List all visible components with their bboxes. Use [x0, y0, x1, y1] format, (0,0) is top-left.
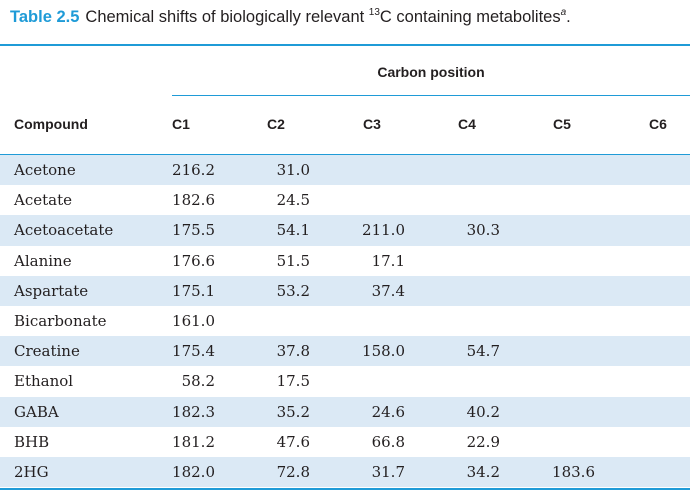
cell-c2: 72.8	[276, 462, 310, 481]
cell-c2: 54.1	[276, 221, 310, 240]
column-header-c3: C3	[363, 116, 381, 132]
cell-c1: 175.4	[172, 342, 215, 361]
cell-c3: 66.8	[371, 432, 405, 451]
cell-c2: 51.5	[276, 251, 310, 270]
caption-text: Chemical shifts of biologically relevant	[85, 8, 369, 26]
table-top-rule	[0, 44, 690, 46]
compound-name: Acetone	[14, 161, 76, 179]
header-bottom-rule	[0, 154, 690, 155]
table-header: Carbon position Compound C1 C2 C3 C4 C5 …	[0, 46, 690, 156]
cell-c3: 24.6	[371, 402, 405, 421]
cell-c2: 17.5	[276, 372, 310, 391]
table-row: BHB 181.2 47.6 66.8 22.9	[0, 427, 690, 457]
cell-c3: 211.0	[362, 221, 405, 240]
cell-c1: 216.2	[172, 161, 215, 179]
table-row: Aspartate 175.1 53.2 37.4	[0, 275, 690, 306]
compound-name: Alanine	[14, 251, 72, 270]
compound-column-header: Compound	[14, 116, 88, 132]
cell-c4: 40.2	[466, 402, 500, 421]
compound-name: Creatine	[14, 342, 80, 361]
cell-c2: 35.2	[276, 402, 310, 421]
table-bottom-rule	[0, 488, 690, 490]
cell-c1: 182.6	[172, 191, 215, 210]
table-row: Bicarbonate 161.0	[0, 306, 690, 336]
cell-c1: 175.5	[172, 221, 215, 240]
cell-c3: 37.4	[371, 281, 405, 300]
table-row: Acetone 216.2 31.0	[0, 155, 690, 186]
compound-name: Aspartate	[14, 281, 89, 300]
compound-name: Bicarbonate	[14, 311, 107, 330]
table-row: Creatine 175.4 37.8 158.0 54.7	[0, 336, 690, 367]
cell-c1: 176.6	[172, 251, 215, 270]
table-row: 2HG 182.0 72.8 31.7 34.2 183.6	[0, 456, 690, 488]
table-row: Ethanol 58.2 17.5	[0, 366, 690, 396]
cell-c2: 31.0	[276, 161, 310, 179]
cell-c3: 31.7	[371, 462, 405, 481]
column-header-c5: C5	[553, 116, 571, 132]
cell-c2: 47.6	[276, 432, 310, 451]
cell-c1: 181.2	[172, 432, 215, 451]
cell-c2: 53.2	[276, 281, 310, 300]
caption-text-end: C containing metabolites	[379, 8, 561, 26]
cell-c2: 37.8	[276, 342, 310, 361]
cell-c1: 182.0	[172, 462, 215, 481]
compound-name: BHB	[14, 432, 50, 451]
compound-name: Ethanol	[14, 372, 74, 391]
cell-c1: 182.3	[172, 402, 215, 421]
compound-name: Acetoacetate	[14, 221, 114, 240]
spanner-rule	[172, 95, 690, 96]
table-row: Acetoacetate 175.5 54.1 211.0 30.3	[0, 215, 690, 246]
cell-c2: 24.5	[276, 191, 310, 210]
table-label: Table 2.5	[10, 8, 80, 26]
caption-period: .	[566, 8, 571, 26]
cell-c3: 17.1	[371, 251, 405, 270]
cell-c4: 54.7	[466, 342, 500, 361]
table-body: Acetone 216.2 31.0 Acetate 182.6 24.5 Ac…	[0, 155, 690, 488]
cell-c1: 175.1	[172, 281, 215, 300]
compound-name: Acetate	[14, 191, 72, 210]
cell-c5: 183.6	[552, 462, 595, 481]
table-row: Alanine 176.6 51.5 17.1	[0, 246, 690, 276]
cell-c4: 34.2	[466, 462, 500, 481]
cell-c4: 30.3	[466, 221, 500, 240]
table-row: Acetate 182.6 24.5	[0, 185, 690, 215]
footnote-marker: a	[560, 7, 567, 18]
compound-name: GABA	[14, 402, 59, 421]
compound-name: 2HG	[14, 462, 49, 481]
column-header-c4: C4	[458, 116, 476, 132]
cell-c1: 58.2	[181, 372, 215, 391]
column-header-c2: C2	[267, 116, 285, 132]
column-header-c1: C1	[172, 116, 190, 132]
cell-c3: 158.0	[362, 342, 405, 361]
carbon-position-heading: Carbon position	[377, 64, 485, 80]
cell-c4: 22.9	[466, 432, 500, 451]
cell-c1: 161.0	[172, 311, 215, 330]
column-header-c6: C6	[649, 116, 667, 132]
isotope-superscript: 13	[368, 7, 380, 18]
table-row: GABA 182.3 35.2 24.6 40.2	[0, 396, 690, 427]
table-caption: Table 2.5 Chemical shifts of biologically…	[10, 5, 682, 29]
